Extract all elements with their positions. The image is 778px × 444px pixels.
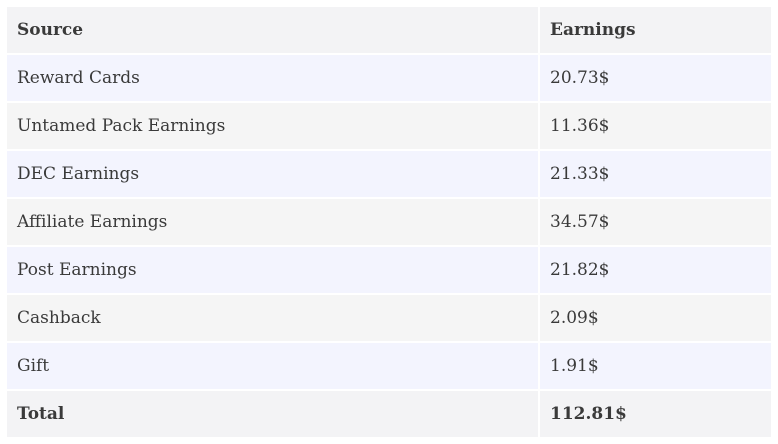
source-cell: Cashback (7, 295, 540, 341)
table-row: Reward Cards 20.73$ (7, 55, 771, 101)
table-row: Untamed Pack Earnings 11.36$ (7, 103, 771, 149)
total-value: 112.81$ (540, 391, 771, 437)
source-cell: Gift (7, 343, 540, 389)
source-cell: Untamed Pack Earnings (7, 103, 540, 149)
source-cell: Post Earnings (7, 247, 540, 293)
earnings-cell: 20.73$ (540, 55, 771, 101)
source-cell: DEC Earnings (7, 151, 540, 197)
earnings-cell: 21.33$ (540, 151, 771, 197)
header-earnings: Earnings (540, 7, 771, 53)
earnings-cell: 11.36$ (540, 103, 771, 149)
earnings-cell: 1.91$ (540, 343, 771, 389)
earnings-cell: 21.82$ (540, 247, 771, 293)
table-row: Cashback 2.09$ (7, 295, 771, 341)
table-header-row: Source Earnings (7, 7, 771, 53)
table-row: Gift 1.91$ (7, 343, 771, 389)
table-row: Post Earnings 21.82$ (7, 247, 771, 293)
earnings-cell: 2.09$ (540, 295, 771, 341)
earnings-table-container: Source Earnings Reward Cards 20.73$ Unta… (7, 5, 771, 439)
earnings-cell: 34.57$ (540, 199, 771, 245)
total-label: Total (7, 391, 540, 437)
earnings-table: Source Earnings Reward Cards 20.73$ Unta… (7, 5, 771, 439)
source-cell: Reward Cards (7, 55, 540, 101)
source-cell: Affiliate Earnings (7, 199, 540, 245)
table-row: Affiliate Earnings 34.57$ (7, 199, 771, 245)
table-row: DEC Earnings 21.33$ (7, 151, 771, 197)
header-source: Source (7, 7, 540, 53)
total-row: Total 112.81$ (7, 391, 771, 437)
